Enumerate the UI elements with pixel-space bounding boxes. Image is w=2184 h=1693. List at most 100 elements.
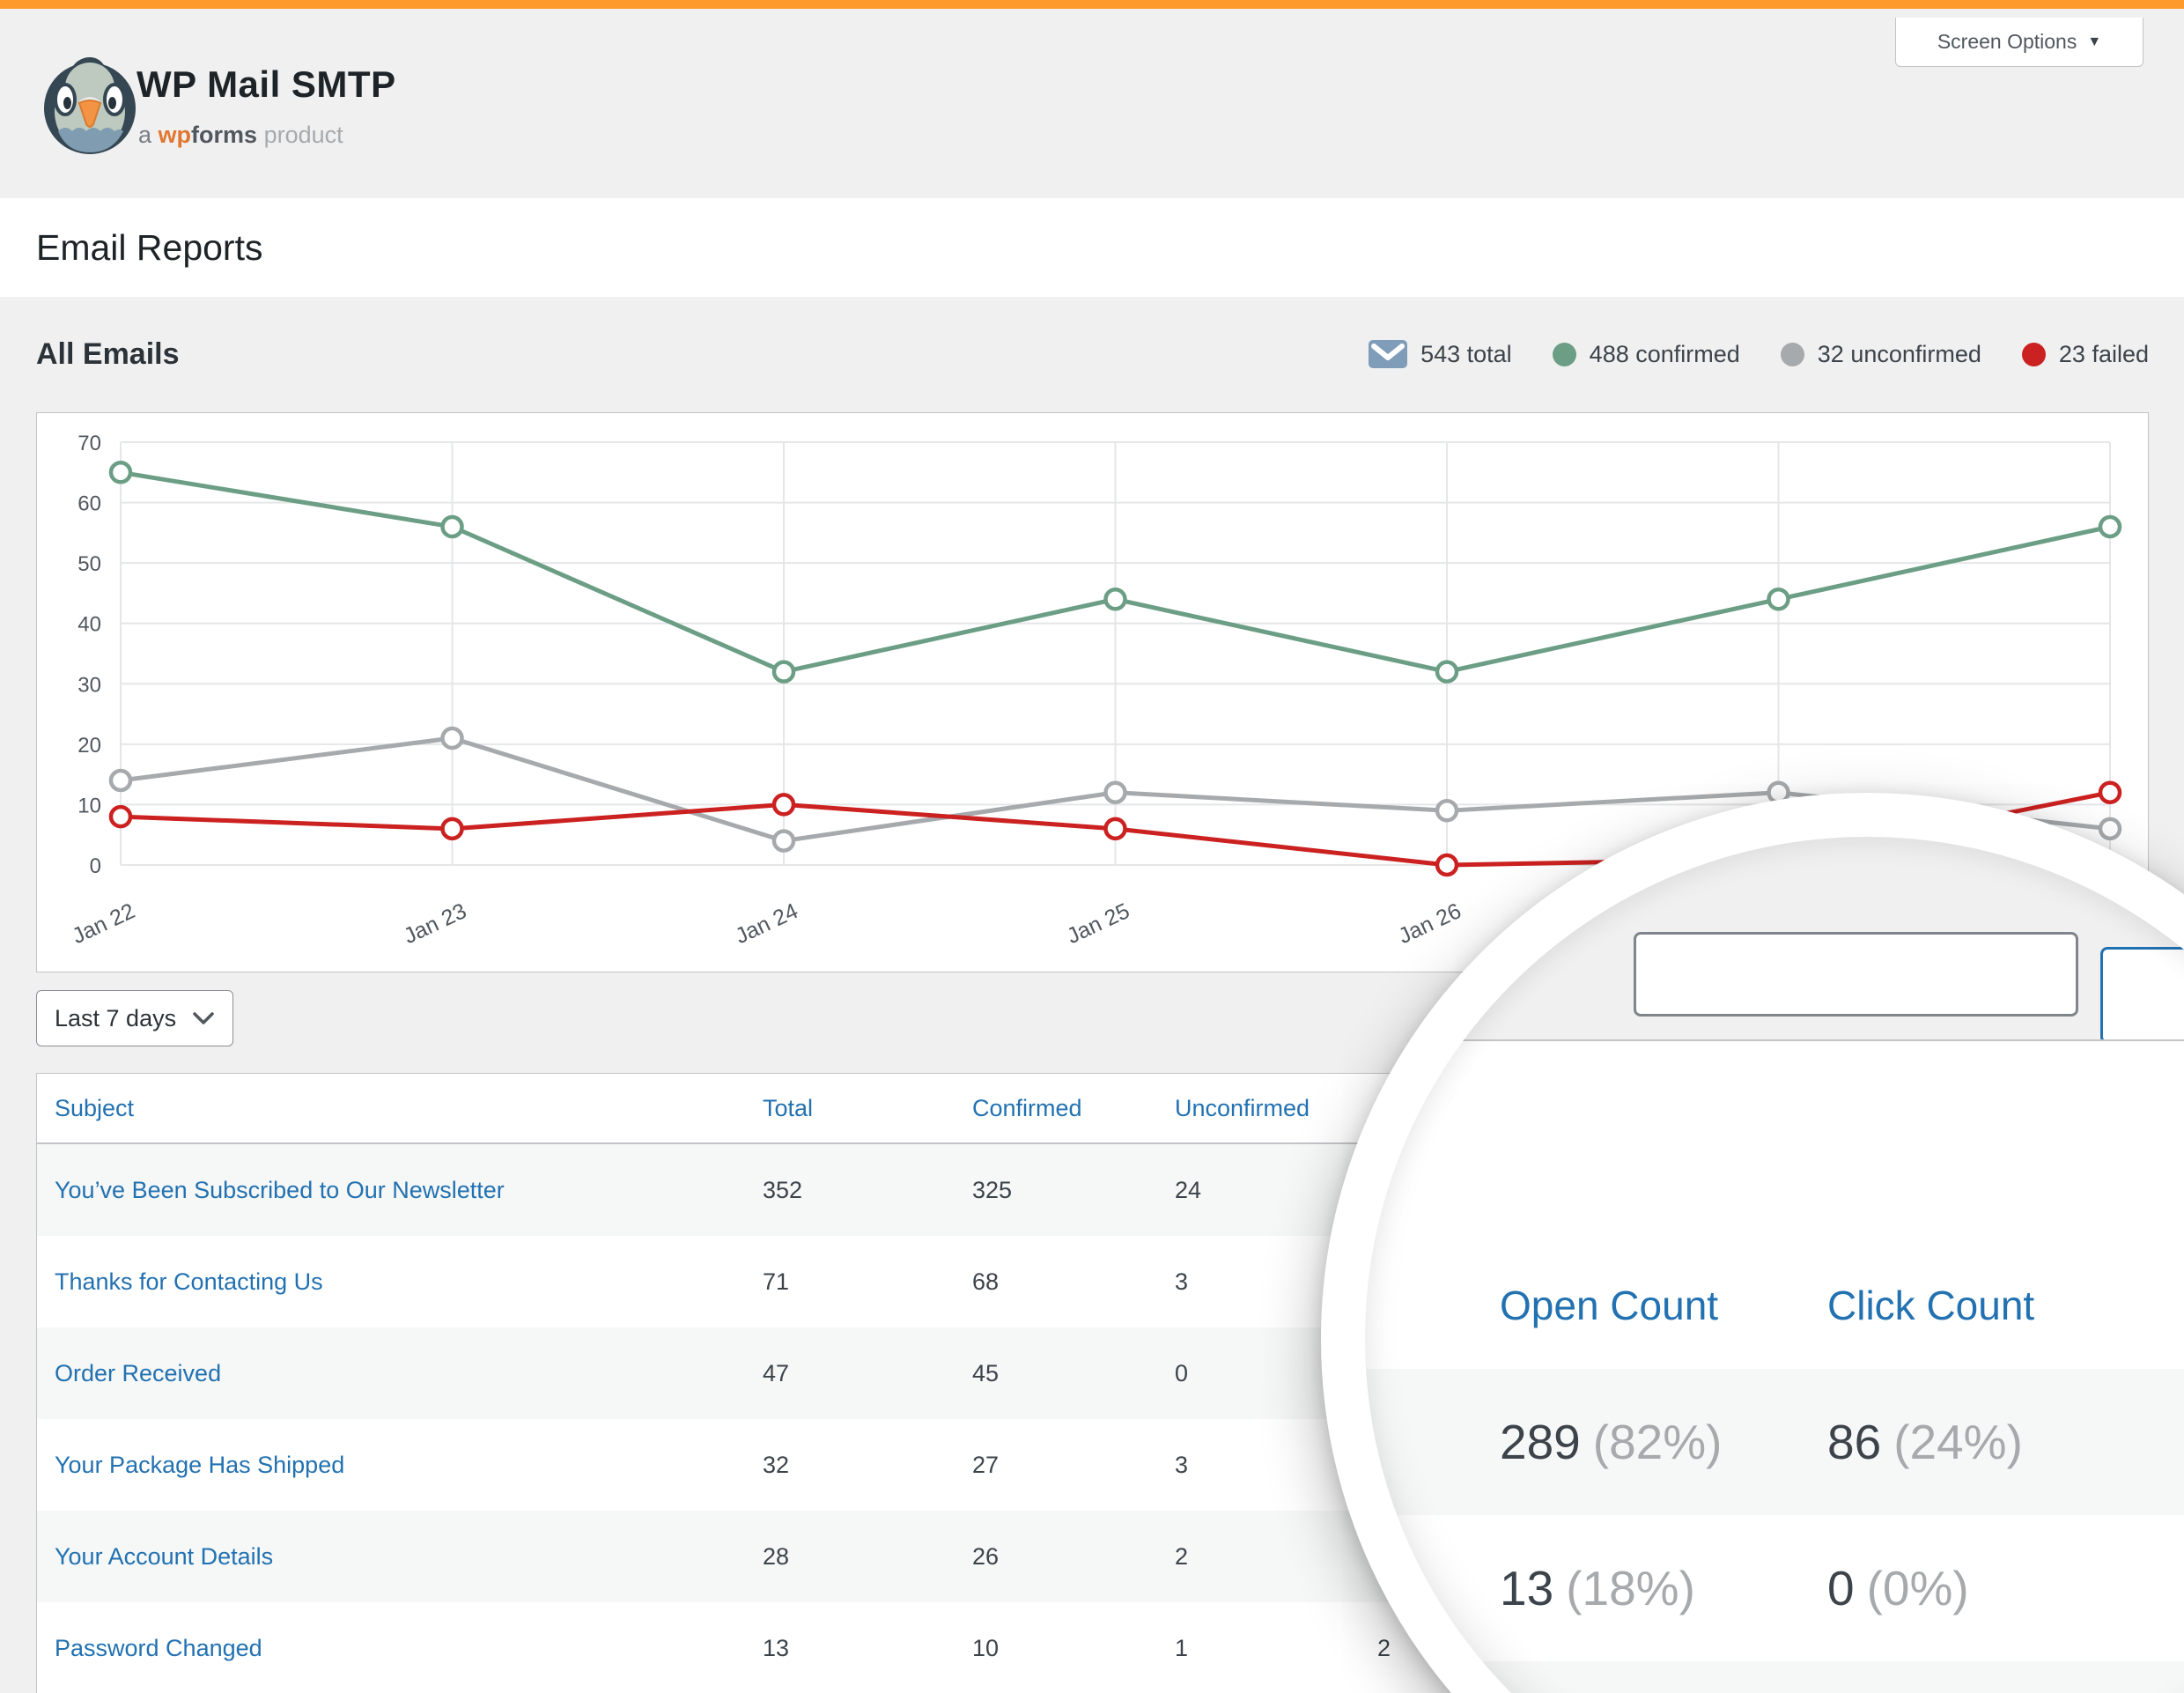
cell-click-count: 86 (24%) xyxy=(1827,1415,2023,1469)
confirmed-dot-icon xyxy=(1552,342,1576,366)
data-point-failed xyxy=(1103,817,1127,841)
data-point-unconfirmed xyxy=(771,829,796,853)
subject-link[interactable]: You’ve Been Subscribed to Our Newsletter xyxy=(55,1176,505,1203)
app-title: WP Mail SMTP xyxy=(136,63,396,105)
cell-confirmed: 325 xyxy=(972,1176,1013,1203)
chevron-down-icon xyxy=(193,1012,214,1024)
magnified-table-row: 289 (82%) 86 (24%) xyxy=(1365,1369,2184,1515)
data-point-failed xyxy=(1435,853,1459,877)
data-point-confirmed xyxy=(1435,660,1459,684)
admin-top-bar xyxy=(0,0,2184,9)
cell-total: 47 xyxy=(763,1359,790,1386)
legend-item-total: 543 total xyxy=(1369,340,1512,368)
subject-link[interactable]: Your Account Details xyxy=(55,1542,274,1570)
data-point-confirmed xyxy=(1767,588,1790,611)
subject-link[interactable]: Order Received xyxy=(55,1359,222,1386)
column-header-subject[interactable]: Subject xyxy=(55,1094,135,1121)
column-header-open-count[interactable]: Open Count xyxy=(1500,1283,1719,1328)
data-point-unconfirmed xyxy=(1103,780,1127,804)
cell-total: 28 xyxy=(763,1542,790,1570)
column-header-unconfirmed[interactable]: Unconfirmed xyxy=(1175,1094,1310,1121)
unconfirmed-dot-icon xyxy=(1780,342,1804,366)
table-row: Your Package Has Shipped 32 27 3 xyxy=(37,1419,2148,1511)
search-button[interactable] xyxy=(2100,947,2184,1044)
data-point-failed xyxy=(108,804,133,829)
app-subtitle: a wpforms product xyxy=(138,122,343,149)
cell-total: 352 xyxy=(763,1176,803,1203)
title-band: Email Reports xyxy=(0,198,2184,297)
column-header-total[interactable]: Total xyxy=(763,1094,814,1121)
subject-link[interactable]: Password Changed xyxy=(55,1634,262,1661)
data-point-confirmed xyxy=(440,514,464,539)
subtitle-prefix: a xyxy=(138,122,152,148)
caret-down-icon: ▼ xyxy=(2087,33,2102,49)
legend-failed-label: 23 failed xyxy=(2058,340,2149,367)
data-point-unconfirmed xyxy=(2098,817,2122,841)
section-head: All Emails 543 total 488 confirmed 32 un… xyxy=(36,328,2149,381)
x-axis-label: Jan 24 xyxy=(732,898,802,949)
data-point-unconfirmed xyxy=(108,768,133,793)
x-axis-label: Jan 26 xyxy=(1395,898,1465,949)
cell-total: 32 xyxy=(763,1451,790,1478)
x-axis-label: Jan 22 xyxy=(69,898,139,949)
plugin-header: WP Mail SMTP a wpforms product Screen Op… xyxy=(0,9,2184,198)
data-point-unconfirmed xyxy=(1435,799,1459,823)
x-axis-label: Jan 25 xyxy=(1063,898,1133,949)
cell-confirmed: 27 xyxy=(972,1451,1000,1478)
screen-options-label: Screen Options xyxy=(1937,30,2077,53)
search-input[interactable] xyxy=(1634,932,2078,1017)
cell-confirmed: 10 xyxy=(972,1634,1000,1661)
column-header-confirmed[interactable]: Confirmed xyxy=(972,1094,1082,1121)
data-point-confirmed xyxy=(771,660,796,684)
cell-unconfirmed: 1 xyxy=(1175,1634,1189,1661)
data-point-failed xyxy=(440,817,464,841)
legend-total-label: 543 total xyxy=(1420,340,1512,367)
cell-unconfirmed: 24 xyxy=(1175,1176,1202,1203)
y-axis-label: 40 xyxy=(77,613,101,637)
table-header-row: Subject Total Confirmed Unconfirmed xyxy=(37,1074,2148,1144)
subtitle-brand-wp: wp xyxy=(158,122,192,148)
screen-options-button[interactable]: Screen Options ▼ xyxy=(1895,18,2143,67)
chart-legend: 543 total 488 confirmed 32 unconfirmed 2… xyxy=(1369,340,2149,368)
table-row: Thanks for Contacting Us 71 68 3 xyxy=(37,1236,2148,1327)
data-point-confirmed xyxy=(1103,588,1127,611)
column-header-click-count[interactable]: Click Count xyxy=(1827,1283,2035,1328)
cell-confirmed: 68 xyxy=(972,1268,1000,1295)
data-point-confirmed xyxy=(2098,514,2122,539)
cell-confirmed: 26 xyxy=(972,1542,1000,1570)
date-range-value: Last 7 days xyxy=(55,1004,177,1031)
subject-link[interactable]: Your Package Has Shipped xyxy=(55,1451,345,1478)
y-axis-label: 70 xyxy=(77,432,101,455)
envelope-icon xyxy=(1369,340,1408,368)
cell-confirmed: 45 xyxy=(972,1359,1000,1386)
data-point-failed xyxy=(2098,780,2122,804)
date-range-select[interactable]: Last 7 days xyxy=(36,990,233,1046)
cell-total: 13 xyxy=(763,1634,790,1661)
cell-open-count: 289 (82%) xyxy=(1500,1415,1723,1469)
legend-item-failed: 23 failed xyxy=(2021,340,2149,368)
y-axis-label: 30 xyxy=(77,673,101,697)
data-point-failed xyxy=(771,793,796,817)
x-axis-label: Jan 23 xyxy=(400,898,470,949)
cell-click-count: 0 (0%) xyxy=(1827,1561,1969,1615)
subtitle-brand-forms: forms xyxy=(191,122,258,148)
subject-link[interactable]: Thanks for Contacting Us xyxy=(55,1268,323,1295)
cell-unconfirmed: 3 xyxy=(1175,1268,1189,1295)
y-axis-label: 10 xyxy=(77,794,101,817)
data-point-unconfirmed xyxy=(440,726,464,750)
cell-unconfirmed: 2 xyxy=(1175,1542,1189,1570)
cell-unconfirmed: 3 xyxy=(1175,1451,1189,1478)
subtitle-suffix: product xyxy=(263,122,343,148)
y-axis-label: 0 xyxy=(90,854,101,878)
cell-open-count: 13 (18%) xyxy=(1500,1561,1695,1615)
cell-unconfirmed: 0 xyxy=(1175,1359,1189,1386)
failed-dot-icon xyxy=(2021,342,2046,366)
legend-confirmed-label: 488 confirmed xyxy=(1589,340,1740,367)
cell-total: 71 xyxy=(763,1268,790,1295)
legend-item-unconfirmed: 32 unconfirmed xyxy=(1780,341,1981,368)
legend-item-confirmed: 488 confirmed xyxy=(1552,340,1740,368)
y-axis-label: 50 xyxy=(77,552,101,576)
magnified-table-row: 40(85%)8(17%) xyxy=(1365,1661,2184,1693)
section-title: All Emails xyxy=(36,336,180,371)
